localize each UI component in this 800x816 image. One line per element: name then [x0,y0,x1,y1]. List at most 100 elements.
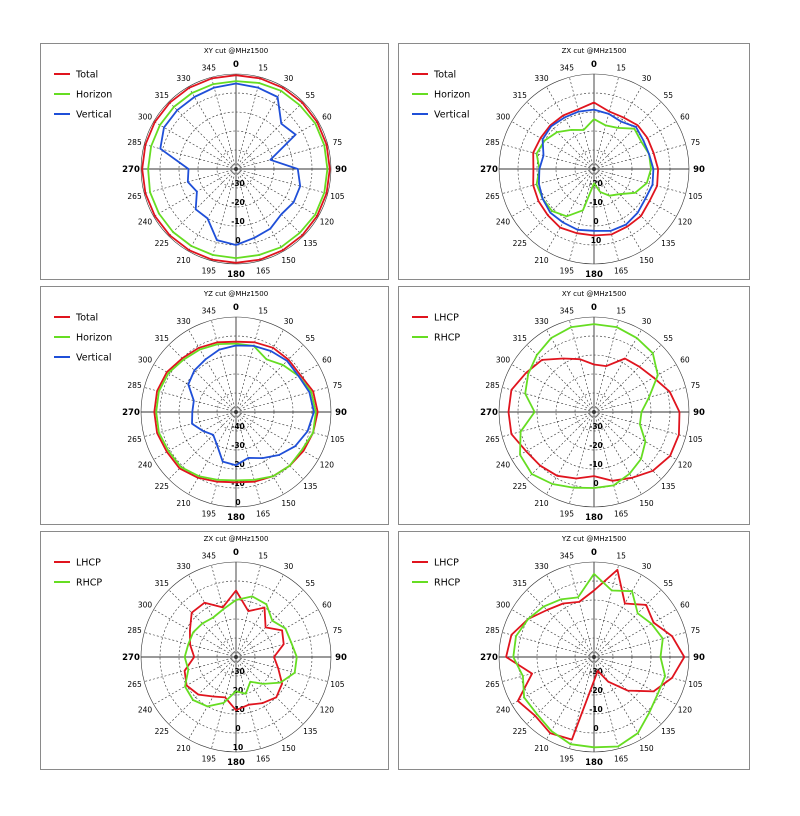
angle-tick-label: 55 [305,91,315,100]
legend-label-rhcp: RHCP [434,578,460,589]
radial-tick-label: -30 [231,441,245,450]
angle-tick-label: 15 [258,307,268,316]
angle-tick-label: 15 [616,552,626,561]
angle-tick-label: 270 [480,408,498,418]
grid-spoke [526,411,595,480]
legend-label-total: Total [75,70,98,81]
angle-tick-label: 180 [227,758,245,768]
angle-tick-label: 345 [560,64,575,73]
radial-tick-label: 0 [235,236,240,245]
grid-spoke [153,609,237,658]
angle-tick-label: 30 [642,562,652,571]
series-line-total [532,101,660,237]
radial-tick-label: -10 [231,217,245,226]
angle-tick-label: 300 [138,113,153,122]
grid-spoke [502,168,595,194]
grid-spoke [188,574,237,658]
angle-tick-label: 120 [678,461,693,470]
angle-tick-label: 90 [693,165,705,175]
radial-tick-label: -10 [589,198,603,207]
grid-spoke [235,656,328,682]
angle-tick-label: 265 [485,192,500,201]
grid-spoke [546,329,595,413]
chart-panel-zx-circular: ZX cut @MHz1500 0 15 30 55 60 75 90 105 120 135 150… [40,531,389,770]
angle-tick-label: 135 [303,727,318,736]
angle-tick-label: 270 [122,653,140,663]
chart-panel-yz-components: YZ cut @MHz1500 0 15 30 55 60 75 90 105 120 135 150… [40,286,389,525]
grid-spoke [235,387,328,413]
grid-spoke [235,168,328,194]
series-line-rhcp [512,573,667,749]
angle-tick-label: 180 [585,513,603,523]
angle-tick-label: 195 [560,754,575,763]
grid-spoke [511,364,595,413]
grid-spoke [211,565,237,658]
angle-tick-label: 60 [680,113,690,122]
angle-tick-label: 300 [496,356,511,365]
angle-tick-label: 285 [127,626,142,635]
chart-panel-zx-components: ZX cut @MHz1500 0 15 30 55 60 75 90 105 120 135 150… [398,43,750,280]
angle-tick-label: 225 [155,727,170,736]
grid-spoke [593,411,662,480]
angle-tick-label: 225 [513,727,528,736]
angle-tick-label: 0 [233,303,239,313]
radial-tick-label: -30 [231,667,245,676]
grid-spoke [211,77,237,170]
angle-tick-label: 315 [513,579,528,588]
angle-tick-label: 0 [591,303,597,313]
grid-spoke [235,411,304,480]
angle-tick-label: 270 [122,408,140,418]
legend-label-horizon: Horizon [434,90,470,101]
angle-tick-label: 15 [616,307,626,316]
series-line-total [141,74,331,264]
angle-tick-label: 150 [281,744,296,753]
angle-tick-label: 75 [691,381,701,390]
radial-tick-label: 10 [233,743,243,752]
grid-spoke [188,86,237,170]
grid-spoke [511,168,595,217]
chart-title: ZX cut @MHz1500 [204,535,269,543]
angle-tick-label: 240 [138,461,153,470]
angle-tick-label: 265 [127,680,142,689]
angle-tick-label: 150 [639,499,654,508]
angle-tick-label: 75 [333,626,343,635]
angle-tick-label: 315 [513,91,528,100]
angle-tick-label: 195 [560,509,575,518]
angle-tick-label: 55 [305,334,315,343]
angle-tick-label: 270 [480,165,498,175]
angle-tick-label: 300 [496,601,511,610]
angle-tick-label: 55 [305,579,315,588]
polar-grid [140,316,332,508]
legend-label-lhcp: LHCP [434,558,459,569]
grid-spoke [593,411,677,460]
angle-tick-label: 75 [333,138,343,147]
chart-panel-xy-circular: XY cut @MHz1500 0 15 30 55 60 75 90 105 120 135 150… [398,286,750,525]
series-line-rhcp [183,595,298,708]
grid-spoke [168,411,237,480]
angle-tick-label: 195 [202,266,217,275]
series-line-vertical [159,82,302,246]
grid-spoke [235,574,284,658]
grid-spoke [168,656,237,725]
legend-label-rhcp: RHCP [434,333,460,344]
grid-spoke [235,344,304,413]
grid-spoke [235,101,304,170]
angle-tick-label: 120 [320,218,335,227]
angle-tick-label: 330 [534,74,549,83]
grid-spoke [153,411,237,460]
angle-tick-label: 55 [663,334,673,343]
angle-tick-label: 55 [663,91,673,100]
angle-tick-label: 285 [127,381,142,390]
grid-spoke [502,144,595,170]
angle-tick-label: 225 [155,239,170,248]
legend-label-vertical: Vertical [76,110,112,121]
radial-tick-label: -20 [589,179,603,188]
angle-tick-label: 90 [693,408,705,418]
angle-tick-label: 180 [227,270,245,279]
series-line-rhcp [519,323,659,489]
grid-spoke [569,320,595,413]
angle-tick-label: 60 [680,601,690,610]
angle-tick-label: 150 [281,499,296,508]
angle-tick-label: 285 [485,381,500,390]
angle-tick-label: 195 [202,509,217,518]
